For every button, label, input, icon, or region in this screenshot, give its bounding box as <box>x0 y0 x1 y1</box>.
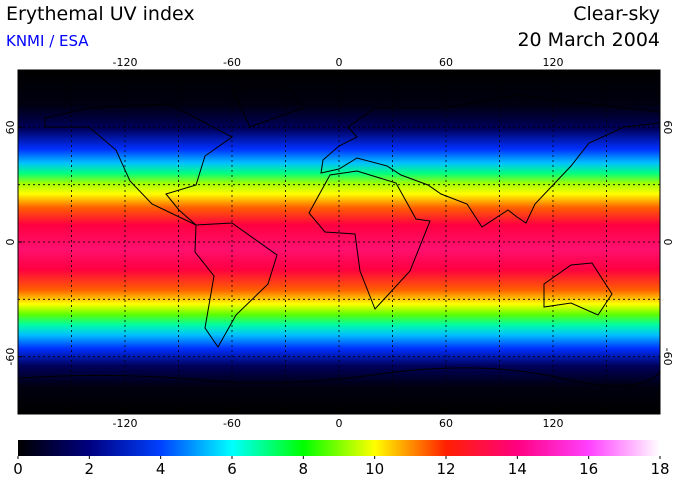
colorbar-tick-label: 0 <box>13 460 23 478</box>
colorbar-tick-label: 16 <box>579 460 598 478</box>
colorbar-tick-label: 14 <box>508 460 527 478</box>
x-tick-label-bottom: 60 <box>439 417 453 430</box>
y-tick-label-left: 60 <box>4 120 17 134</box>
colorbar-tick-label: 4 <box>156 460 166 478</box>
coastlines <box>17 84 661 387</box>
title: Erythemal UV index <box>6 3 195 25</box>
colorbar <box>18 440 660 456</box>
y-tick-label-right: -60 <box>661 348 674 366</box>
colorbar-tick-label: 12 <box>436 460 455 478</box>
y-tick-label-right: 60 <box>661 120 674 134</box>
x-tick-label-top: 0 <box>336 56 343 69</box>
x-tick-label-top: 120 <box>543 56 564 69</box>
y-tick-label-right: 0 <box>661 239 674 246</box>
colorbar-tick-label: 10 <box>365 460 384 478</box>
y-tick-label-left: 0 <box>4 239 17 246</box>
x-tick-label-bottom: -60 <box>223 417 241 430</box>
source: KNMI / ESA <box>6 32 89 50</box>
x-tick-label-bottom: -120 <box>113 417 138 430</box>
x-tick-label-top: 60 <box>439 56 453 69</box>
x-tick-label-top: -60 <box>223 56 241 69</box>
colorbar-tick-label: 2 <box>85 460 95 478</box>
x-tick-label-bottom: 0 <box>336 417 343 430</box>
colorbar-tick-label: 18 <box>650 460 669 478</box>
x-tick-label-bottom: 120 <box>543 417 564 430</box>
colorbar-tick-label: 8 <box>299 460 309 478</box>
x-tick-label-top: -120 <box>113 56 138 69</box>
colorbar-tick-label: 6 <box>227 460 237 478</box>
condition: Clear-sky <box>573 3 660 25</box>
graticule <box>18 70 660 414</box>
y-tick-label-left: -60 <box>4 348 17 366</box>
date: 20 March 2004 <box>517 29 660 51</box>
